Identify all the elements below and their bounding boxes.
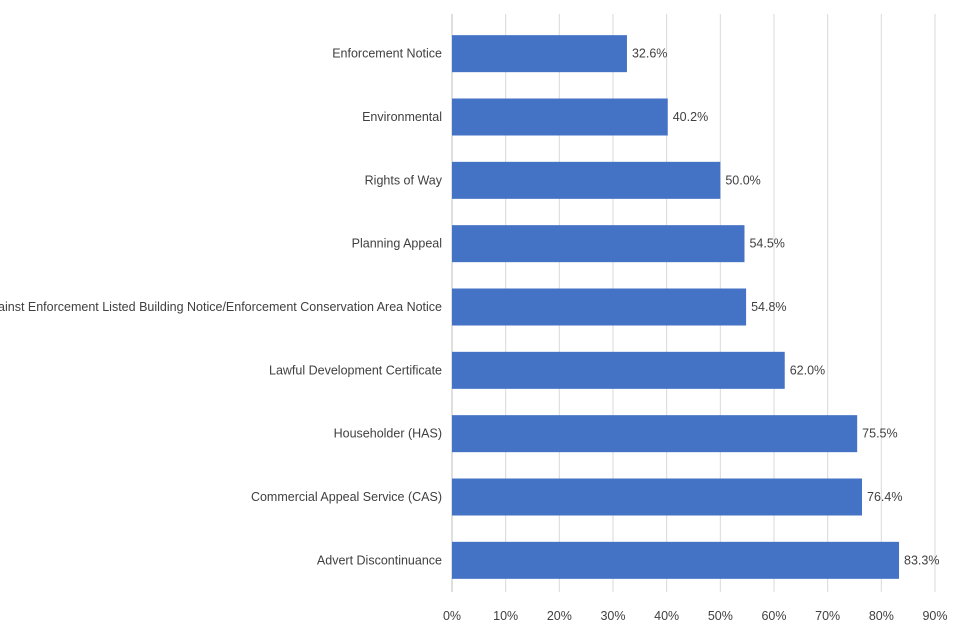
data-label: 50.0% (725, 173, 760, 187)
data-label: 75.5% (862, 427, 897, 441)
bar (452, 98, 668, 136)
x-tick-label: 70% (815, 609, 840, 623)
x-tick-label: 10% (493, 609, 518, 623)
bars (452, 35, 900, 579)
bar (452, 541, 900, 579)
data-label: 54.5% (749, 237, 784, 251)
bar (452, 288, 747, 326)
category-label: Appeal against Enforcement Listed Buildi… (0, 300, 442, 314)
bar (452, 225, 745, 263)
x-tick-label: 20% (547, 609, 572, 623)
category-label: Advert Discontinuance (317, 553, 442, 567)
x-tick-label: 0% (443, 609, 461, 623)
bar (452, 35, 627, 73)
category-label: Commercial Appeal Service (CAS) (251, 490, 442, 504)
x-tick-label: 90% (922, 609, 947, 623)
category-label: Householder (HAS) (334, 427, 442, 441)
x-tick-label: 80% (869, 609, 894, 623)
bar (452, 161, 721, 199)
data-label: 62.0% (790, 363, 825, 377)
data-labels: 32.6% 40.2% 50.0% 54.5% 54.8% 62.0% 75.5% 76.4%… (632, 47, 940, 568)
data-label: 83.3% (904, 553, 939, 567)
data-label: 54.8% (751, 300, 786, 314)
category-label: Environmental (362, 110, 442, 124)
bar (452, 351, 785, 389)
category-label: Rights of Way (365, 173, 443, 187)
data-label: 76.4% (867, 490, 902, 504)
x-tick-label: 30% (600, 609, 625, 623)
x-tick-label: 40% (654, 609, 679, 623)
bar (452, 415, 858, 453)
x-tick-label: 50% (708, 609, 733, 623)
data-label: 32.6% (632, 47, 667, 61)
category-label: Enforcement Notice (332, 47, 442, 61)
x-tick-label: 60% (761, 609, 786, 623)
bar (452, 478, 863, 516)
x-tick-labels: 0% 10% 20% 30% 40% 50% 60% 70% 80% 90% (443, 609, 948, 623)
category-label: Lawful Development Certificate (269, 363, 442, 377)
category-label: Planning Appeal (352, 237, 442, 251)
data-label: 40.2% (673, 110, 708, 124)
category-labels: Enforcement Notice Environmental Rights of… (0, 47, 443, 568)
